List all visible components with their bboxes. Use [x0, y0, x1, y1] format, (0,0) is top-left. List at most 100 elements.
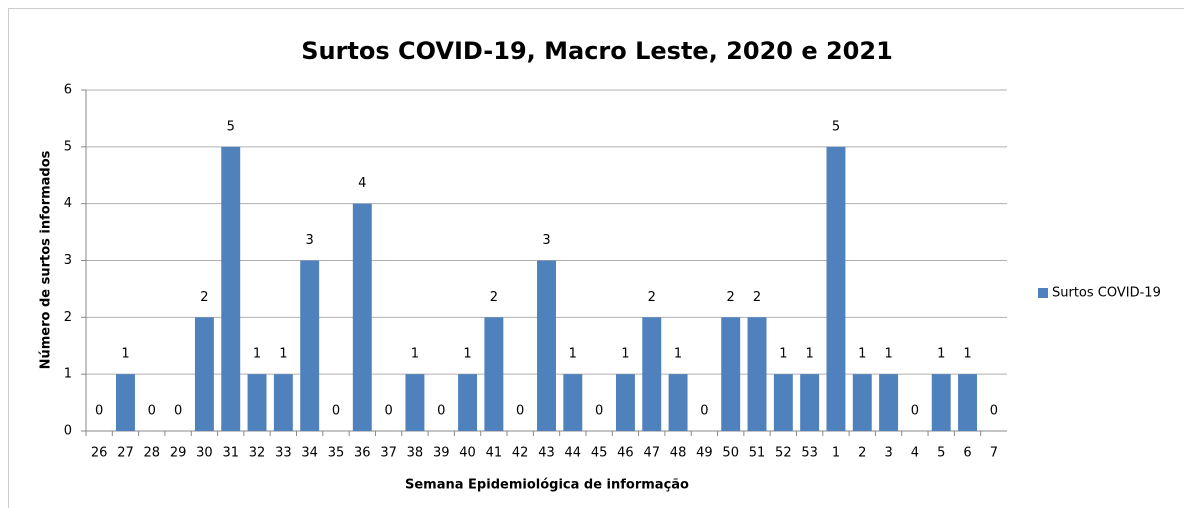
data-label: 1 — [779, 347, 787, 362]
data-label: 0 — [384, 404, 392, 419]
bar — [826, 146, 846, 432]
bar — [247, 374, 267, 431]
x-tick-label: 26 — [91, 446, 108, 461]
bar — [879, 374, 899, 431]
x-tick-label: 34 — [301, 446, 318, 461]
y-tick-label: 2 — [64, 310, 72, 325]
data-label: 1 — [253, 347, 261, 362]
x-tick-label: 39 — [433, 446, 450, 461]
data-label: 0 — [516, 404, 524, 419]
data-label: 3 — [542, 233, 550, 248]
x-tick-label: 42 — [512, 446, 529, 461]
x-tick-label: 4 — [911, 446, 919, 461]
y-tick-label: 5 — [64, 139, 72, 154]
data-label: 1 — [937, 347, 945, 362]
bar — [221, 146, 241, 432]
bar — [352, 203, 372, 431]
data-label: 0 — [95, 404, 103, 419]
y-tick-label: 0 — [64, 424, 72, 439]
data-label: 0 — [700, 404, 708, 419]
x-axis-title: Semana Epidemiológica de informação — [405, 478, 689, 493]
data-label: 0 — [437, 404, 445, 419]
x-tick-label: 47 — [643, 446, 660, 461]
x-tick-label: 6 — [963, 446, 971, 461]
x-tick-label: 5 — [937, 446, 945, 461]
data-label: 2 — [727, 290, 735, 305]
x-tick-label: 53 — [801, 446, 818, 461]
data-label: 2 — [648, 290, 656, 305]
y-tick-label: 1 — [64, 367, 72, 382]
x-tick-label: 46 — [617, 446, 634, 461]
x-tick-label: 51 — [749, 446, 766, 461]
bar — [458, 374, 478, 431]
chart-border — [8, 8, 1184, 508]
bar — [194, 317, 214, 431]
data-label: 1 — [621, 347, 629, 362]
data-label: 0 — [911, 404, 919, 419]
x-tick-label: 33 — [275, 446, 292, 461]
x-tick-label: 48 — [670, 446, 687, 461]
data-label: 1 — [279, 347, 287, 362]
bar — [747, 317, 767, 431]
x-tick-label: 2 — [858, 446, 866, 461]
bar — [721, 317, 741, 431]
x-tick-label: 32 — [249, 446, 266, 461]
y-tick-label: 6 — [64, 83, 72, 98]
data-label: 0 — [174, 404, 182, 419]
x-tick-label: 1 — [832, 446, 840, 461]
bar — [537, 260, 556, 431]
bar — [852, 374, 872, 431]
x-tick-label: 45 — [591, 446, 608, 461]
data-label: 1 — [674, 347, 682, 362]
y-axis-title: Número de surtos informados — [39, 150, 54, 369]
bar — [115, 374, 135, 431]
data-label: 1 — [858, 347, 866, 362]
x-tick-label: 27 — [117, 446, 134, 461]
data-label: 2 — [490, 290, 498, 305]
data-label: 1 — [463, 347, 471, 362]
data-label: 1 — [569, 347, 577, 362]
x-tick-label: 50 — [722, 446, 739, 461]
bar — [668, 374, 688, 431]
x-tick-label: 3 — [884, 446, 892, 461]
x-tick-label: 38 — [407, 446, 424, 461]
bar — [615, 374, 635, 431]
data-label: 0 — [148, 404, 156, 419]
data-label: 0 — [332, 404, 340, 419]
x-tick-label: 44 — [565, 446, 582, 461]
x-tick-label: 31 — [222, 446, 239, 461]
bar — [273, 374, 293, 431]
data-label: 3 — [306, 233, 314, 248]
data-label: 5 — [832, 119, 840, 134]
x-tick-label: 40 — [459, 446, 476, 461]
data-label: 2 — [200, 290, 208, 305]
data-label: 1 — [121, 347, 129, 362]
chart-title: Surtos COVID-19, Macro Leste, 2020 e 202… — [301, 37, 893, 65]
bar — [642, 317, 662, 431]
y-tick-label: 3 — [64, 253, 72, 268]
legend-label: Surtos COVID-19 — [1052, 286, 1161, 301]
bar — [300, 260, 320, 431]
data-label: 1 — [884, 347, 892, 362]
x-tick-label: 30 — [196, 446, 213, 461]
bar — [484, 317, 504, 431]
bar — [931, 374, 951, 431]
bar — [773, 374, 793, 431]
data-label: 0 — [595, 404, 603, 419]
x-tick-label: 35 — [328, 446, 345, 461]
x-tick-label: 7 — [990, 446, 998, 461]
x-tick-label: 29 — [170, 446, 187, 461]
legend-swatch — [1038, 288, 1048, 298]
x-tick-label: 41 — [486, 446, 503, 461]
x-tick-label: 28 — [144, 446, 161, 461]
x-tick-label: 37 — [380, 446, 397, 461]
x-tick-label: 36 — [354, 446, 371, 461]
data-label: 0 — [990, 404, 998, 419]
x-tick-label: 49 — [696, 446, 713, 461]
data-label: 2 — [753, 290, 761, 305]
x-tick-label: 52 — [775, 446, 792, 461]
y-tick-label: 4 — [64, 196, 72, 211]
bar — [563, 374, 583, 431]
bar — [405, 374, 425, 431]
